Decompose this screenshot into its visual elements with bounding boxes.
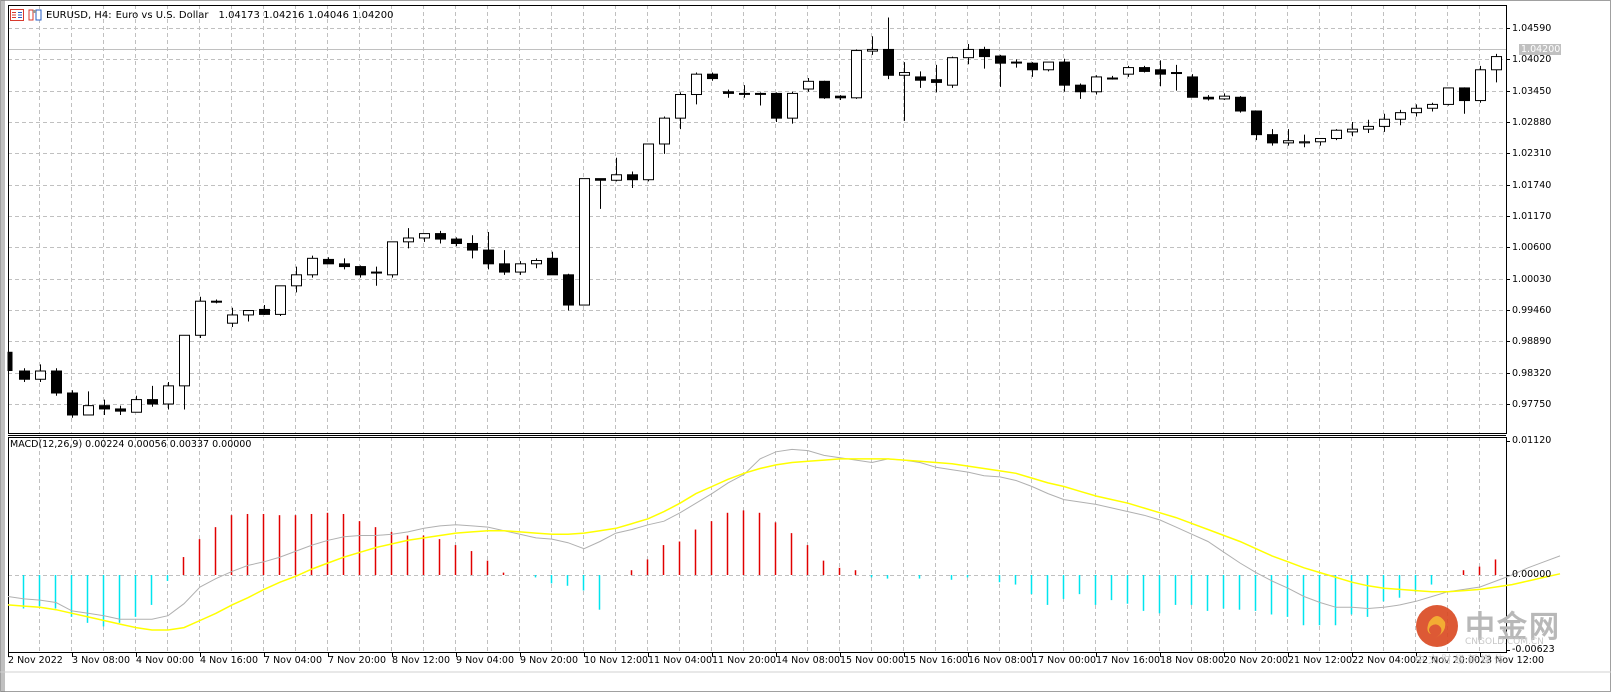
time-axis-label: 17 Nov 16:00	[1096, 655, 1161, 666]
watermark-brand: 中金网	[1465, 610, 1561, 645]
price-axis-label: 1.03450	[1512, 85, 1552, 97]
time-axis-label: 14 Nov 08:00	[776, 655, 841, 666]
watermark-domain: CNGOLD.COM.CN	[1465, 637, 1544, 647]
time-axis-label: 3 Nov 08:00	[72, 655, 131, 666]
price-axis-label: 0.98320	[1512, 367, 1552, 379]
ohlc-values: 1.04173 1.04216 1.04046 1.04200	[218, 9, 394, 21]
time-axis-label: 15 Nov 00:00	[840, 655, 905, 666]
watermark: 中金网 CNGOLD.COM.CN 中 文 财 经 新 媒 体	[1415, 600, 1565, 670]
macd-axis-label: 0.01120	[1512, 435, 1552, 446]
macd-histogram	[22, 510, 1497, 627]
time-axis-label: 17 Nov 00:00	[1032, 655, 1097, 666]
time-axis-label: 4 Nov 16:00	[200, 655, 259, 666]
time-axis-label: 9 Nov 04:00	[456, 655, 515, 666]
price-axis-label: 1.01170	[1512, 210, 1552, 222]
watermark-tagline: 中 文 财 经 新 媒 体	[1415, 655, 1505, 666]
time-axis-label: 22 Nov 04:00	[1352, 655, 1417, 666]
time-axis-label: 7 Nov 20:00	[328, 655, 387, 666]
price-axis-label: 1.00600	[1512, 241, 1552, 253]
cngold-logo-icon	[1416, 605, 1458, 647]
macd-line	[7, 448, 1561, 620]
price-axis-label: 0.98890	[1512, 335, 1552, 347]
time-axis-label: 18 Nov 08:00	[1160, 655, 1225, 666]
time-axis-label: 15 Nov 16:00	[904, 655, 969, 666]
signal-line	[7, 458, 1561, 631]
time-axis-label: 11 Nov 04:00	[648, 655, 713, 666]
chart-title-bar: EURUSD, H4: Euro vs U.S. Dollar 1.04173 …	[10, 7, 397, 23]
price-axis-label: 1.02310	[1512, 147, 1552, 159]
price-axis-label: 1.02880	[1512, 116, 1552, 128]
grid	[8, 5, 1506, 652]
time-axis-label: 8 Nov 12:00	[392, 655, 451, 666]
macd-axis-label: 0.00000	[1512, 569, 1552, 580]
time-axis-label: 21 Nov 12:00	[1288, 655, 1353, 666]
time-axis-label: 2 Nov 2022	[8, 655, 63, 666]
time-axis-label: 4 Nov 00:00	[136, 655, 195, 666]
time-axis-label: 20 Nov 20:00	[1224, 655, 1289, 666]
price-axis-label: 0.97750	[1512, 398, 1552, 410]
candlesticks	[7, 17, 1502, 418]
time-axis-label: 23 Nov 12:00	[1480, 655, 1545, 666]
time-axis-label: 11 Nov 20:00	[712, 655, 777, 666]
macd-indicator-label[interactable]: MACD(12,26,9) 0.00224 0.00056 0.00337 0.…	[10, 439, 252, 450]
time-axis-label: 9 Nov 20:00	[520, 655, 579, 666]
price-axis-label: 1.00030	[1512, 273, 1552, 285]
time-axis-label: 7 Nov 04:00	[264, 655, 323, 666]
chart-list-icon[interactable]	[10, 9, 24, 21]
price-axis-label: 1.04590	[1512, 22, 1552, 34]
symbol-title: EURUSD, H4:	[46, 9, 112, 21]
time-axis-label: 16 Nov 08:00	[968, 655, 1033, 666]
symbol-description: Euro vs U.S. Dollar	[115, 9, 209, 21]
macd-axis-label: -0.00623	[1512, 644, 1555, 655]
price-axis-label: 0.99460	[1512, 304, 1552, 316]
price-axis-label: 1.04020	[1512, 53, 1552, 65]
chart-template-icon[interactable]	[28, 9, 42, 21]
price-axis-label: 1.01740	[1512, 179, 1552, 191]
current-price-tag: 1.04200	[1519, 44, 1561, 55]
time-axis-label: 22 Nov 20:00	[1416, 655, 1481, 666]
time-axis-label: 10 Nov 12:00	[584, 655, 649, 666]
